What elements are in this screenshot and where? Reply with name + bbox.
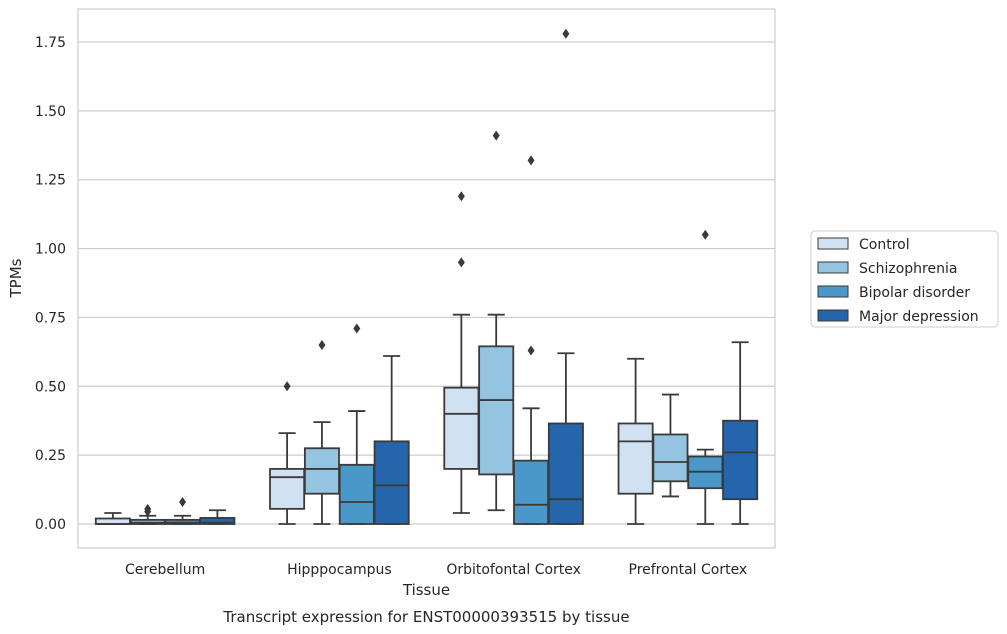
box-orbitofontal-cortex-control [443, 191, 480, 514]
x-tick-label: Hipppocampus [287, 562, 392, 578]
box-orbitofontal-cortex-major-depression [547, 28, 584, 525]
box-iqr [269, 468, 306, 510]
box-hipppocampus-control [269, 381, 306, 525]
box-cerebellum-major-depression [199, 509, 236, 525]
legend-swatch [817, 285, 849, 298]
x-tick-label: Orbitofontal Cortex [446, 562, 581, 578]
box-iqr [338, 463, 375, 525]
legend-entry-label: Bipolar disorder [859, 285, 970, 301]
legend-frame [810, 230, 999, 328]
y-tick-label: 0.50 [35, 379, 66, 395]
legend-swatch [817, 261, 849, 274]
box-iqr [199, 517, 236, 525]
box-orbitofontal-cortex-bipolar-disorder [513, 155, 550, 525]
outlier-point [353, 323, 361, 334]
box-iqr [373, 440, 410, 525]
outlier-point [144, 503, 152, 514]
legend: Control Schizophrenia Bipolar disorder Majo… [810, 230, 999, 328]
legend-entry-label: Control [859, 237, 910, 253]
outlier-point [283, 381, 291, 392]
legend-swatch [817, 309, 849, 322]
outlier-point [701, 229, 709, 240]
y-tick-label: 0.75 [35, 310, 66, 326]
outlier-point [318, 339, 326, 350]
y-tick-label: 0.25 [35, 448, 66, 464]
boxes [94, 28, 759, 525]
x-axis-label: Tissue [402, 581, 450, 599]
outlier-point [457, 257, 465, 268]
box-prefrontal-cortex-bipolar-disorder [687, 229, 724, 525]
y-tick-label: 1.75 [35, 35, 66, 51]
outlier-point [492, 130, 500, 141]
box-iqr [513, 459, 550, 525]
outlier-point [527, 345, 535, 356]
box-hipppocampus-schizophrenia [303, 339, 340, 525]
box-orbitofontal-cortex-schizophrenia [478, 130, 515, 512]
box-iqr [547, 422, 584, 525]
outlier-point [457, 191, 465, 202]
outlier-point [562, 28, 570, 39]
legend-entry-label: Major depression [859, 309, 979, 325]
y-tick-label: 1.00 [35, 242, 66, 258]
box-iqr [303, 447, 340, 495]
y-tick-labels: 0.00 0.25 0.50 0.75 1.00 1.25 1.50 1.75 [35, 35, 66, 533]
chart-caption: Transcript expression for ENST0000039351… [222, 608, 629, 626]
legend-swatch [817, 237, 849, 250]
x-tick-label: Cerebellum [125, 562, 205, 578]
box-iqr [617, 422, 654, 495]
outlier-point [179, 496, 187, 507]
box-prefrontal-cortex-major-depression [722, 341, 759, 525]
y-tick-label: 1.50 [35, 104, 66, 120]
box-hipppocampus-major-depression [373, 355, 410, 525]
y-tick-label: 1.25 [35, 173, 66, 189]
outlier-point [527, 155, 535, 166]
box-iqr [722, 419, 759, 501]
box-hipppocampus-bipolar-disorder [338, 323, 375, 525]
x-tick-label: Prefrontal Cortex [629, 562, 748, 578]
box-iqr [443, 386, 480, 470]
box-prefrontal-cortex-schizophrenia [652, 393, 689, 498]
box-iqr [478, 345, 515, 476]
y-tick-label: 0.00 [35, 517, 66, 533]
y-axis-label: TPMs [7, 258, 25, 298]
x-tick-labels: Cerebellum Hipppocampus Orbitofontal Corte… [125, 562, 747, 578]
legend-entry-label: Schizophrenia [859, 261, 957, 277]
box-iqr [652, 433, 689, 483]
